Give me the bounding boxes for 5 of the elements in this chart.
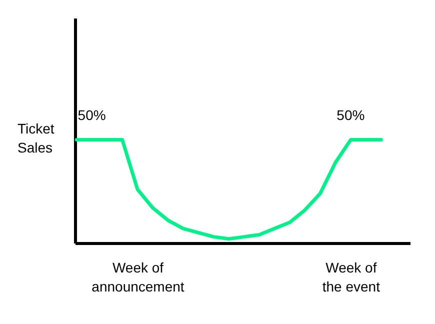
x-tick-label: Week of the event	[322, 260, 380, 294]
y-axis-title: Ticket Sales	[18, 120, 54, 156]
data-label: 50%	[78, 106, 106, 123]
data-label: 50%	[336, 106, 365, 123]
x-tick-label: Week of announcement	[92, 260, 184, 294]
